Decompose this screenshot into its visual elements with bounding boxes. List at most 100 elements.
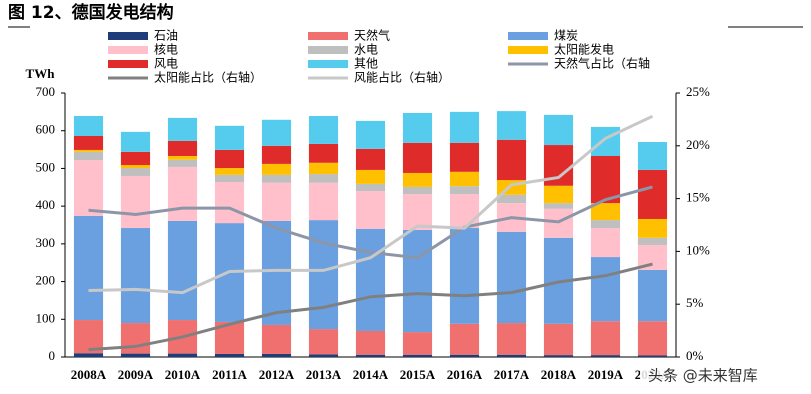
bar-segment <box>449 354 480 357</box>
legend-label: 天然气占比（右轴 <box>554 56 650 71</box>
x-tick-label: 2010A <box>165 367 201 382</box>
x-tick-label: 2014A <box>353 367 389 382</box>
bar-segment <box>355 148 386 170</box>
bar-segment <box>590 355 621 357</box>
legend-swatch <box>108 46 148 54</box>
y-tick-label: 300 <box>36 235 56 250</box>
legend-label: 水电 <box>354 43 378 57</box>
bar-segment <box>120 168 151 176</box>
bar-segment <box>355 228 386 331</box>
bar-segment <box>496 354 527 357</box>
bar-segment <box>637 355 668 357</box>
x-tick-label: 2018A <box>541 367 577 382</box>
bar-segment <box>308 174 339 183</box>
bar-segment <box>355 169 386 184</box>
bar-segment <box>308 329 339 355</box>
bar-segment <box>308 182 339 221</box>
bar-segment <box>637 269 668 322</box>
bar-segment <box>120 353 151 357</box>
legend-label: 太阳能发电 <box>554 42 614 57</box>
watermark: 头条 @未来智库 <box>648 367 758 385</box>
bar-segment <box>496 111 527 140</box>
x-tick-label: 2012A <box>259 367 295 382</box>
y-tick-label: 600 <box>36 122 56 137</box>
chart-title: 图 12、德国发电结构 <box>8 2 174 23</box>
bar-segment <box>261 119 292 146</box>
legend-swatch <box>508 46 548 54</box>
bar-segment <box>120 151 151 166</box>
bar-segment <box>120 175 151 229</box>
y-tick-label: 500 <box>36 159 56 174</box>
y2-tick-label: 25% <box>686 84 710 99</box>
bar-segment <box>590 126 621 156</box>
y2-tick-label: 20% <box>686 137 710 152</box>
x-tick-label: 2017A <box>494 367 530 382</box>
bar-segment <box>449 171 480 187</box>
y-tick-label: 200 <box>36 273 56 288</box>
bar-segment <box>261 182 292 221</box>
bar-segment <box>637 142 668 170</box>
legend-label: 煤炭 <box>554 29 578 43</box>
legend-label: 其他 <box>354 57 378 71</box>
bar-segment <box>402 112 433 143</box>
watermark-bg <box>640 362 811 390</box>
bar-segment <box>543 355 574 357</box>
bar-segment <box>167 159 198 167</box>
y2-tick-label: 0% <box>686 348 704 363</box>
bar-segment <box>73 353 104 357</box>
bar-segment <box>167 117 198 141</box>
bar-segment <box>214 125 245 150</box>
bar-segment <box>73 135 104 150</box>
share-line <box>88 185 653 260</box>
legend-swatch <box>108 60 148 68</box>
y2-tick-label: 10% <box>686 242 710 257</box>
bar-segment <box>402 172 433 187</box>
bar-segment <box>120 131 151 152</box>
bar-segment <box>167 140 198 156</box>
bar-segment <box>402 142 433 173</box>
bar-segment <box>449 142 480 172</box>
y-axis-label: TWh <box>26 66 56 81</box>
bar-segment <box>543 114 574 146</box>
bar-segment <box>261 353 292 357</box>
bar-segment <box>120 165 151 169</box>
plot: 0 100 200 300 400 500 600 700 0% 5% 10% 15% 20% 25% 20… <box>36 84 711 382</box>
bar-segment <box>355 330 386 355</box>
bar-segment <box>496 194 527 204</box>
bar-segment <box>308 162 339 175</box>
bar-segment <box>449 323 480 355</box>
x-tick-label: 2009A <box>118 367 154 382</box>
bar-segment <box>637 321 668 356</box>
bar-segment <box>214 174 245 183</box>
bar-segment <box>73 215 104 321</box>
bar-segment <box>496 139 527 181</box>
bar-segment <box>261 324 292 354</box>
bar-segment <box>590 257 621 322</box>
bar-segment <box>308 116 339 144</box>
bar-segment <box>167 220 198 321</box>
bar-segment <box>261 174 292 183</box>
y2-tick-label: 15% <box>686 190 710 205</box>
y-tick-label: 100 <box>36 310 56 325</box>
bar-segment <box>355 191 386 229</box>
legend-swatch <box>308 32 348 40</box>
bar-segment <box>637 169 668 219</box>
y-tick-label: 700 <box>36 84 56 99</box>
bar-segment <box>496 231 527 324</box>
legend-label: 天然气 <box>354 28 390 43</box>
bar-segment <box>214 168 245 175</box>
bar-segment <box>449 194 480 229</box>
bar-segment <box>73 149 104 152</box>
y-tick-label: 0 <box>49 348 56 363</box>
bar-segment <box>308 220 339 330</box>
bar-segment <box>120 228 151 324</box>
y2-tick-label: 5% <box>686 295 704 310</box>
share-line <box>88 262 653 352</box>
x-tick-label: 2019A <box>588 367 624 382</box>
bar-segment <box>402 194 433 230</box>
x-tick-label: 2016A <box>447 367 483 382</box>
bar-segment <box>590 220 621 229</box>
bar-segment <box>261 163 292 175</box>
bar-segment <box>355 354 386 357</box>
